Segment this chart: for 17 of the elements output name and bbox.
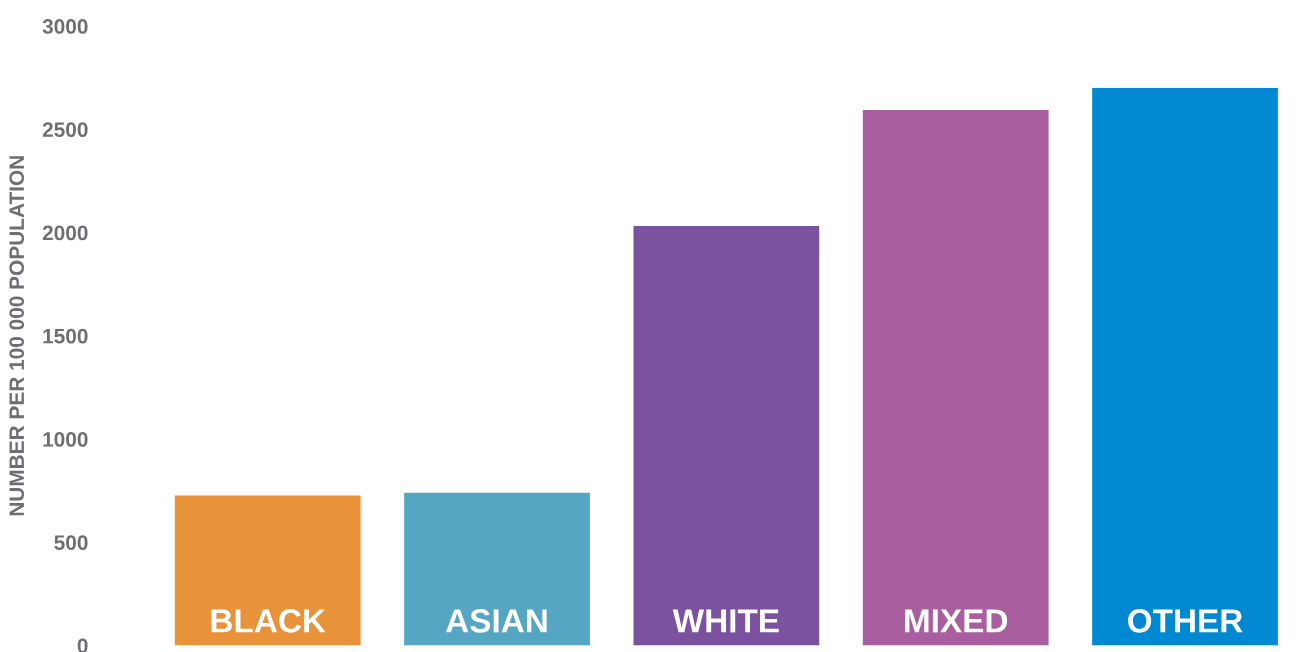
x-tick-label: ASIAN xyxy=(446,609,547,633)
y-tick-label: 2500 xyxy=(42,122,88,138)
x-tick-label: MIXED xyxy=(905,609,1008,633)
bar xyxy=(174,495,361,646)
y-axis-title: NUMBER PER 100 000 POPULATION xyxy=(9,156,25,516)
y-tick-label: 2000 xyxy=(42,225,88,241)
y-tick-label: 500 xyxy=(54,535,88,550)
x-tick-label: OTHER xyxy=(1128,609,1243,633)
x-tick-label: BLACK xyxy=(211,609,326,633)
bar xyxy=(1092,88,1278,646)
bar xyxy=(862,109,1049,646)
y-tick-label: 1000 xyxy=(43,432,88,447)
y-tick-label: 3000 xyxy=(42,19,88,34)
x-tick-label: WHITE xyxy=(672,609,779,633)
bar xyxy=(404,492,590,646)
y-tick-label: 1500 xyxy=(43,328,88,344)
bar xyxy=(633,225,820,646)
